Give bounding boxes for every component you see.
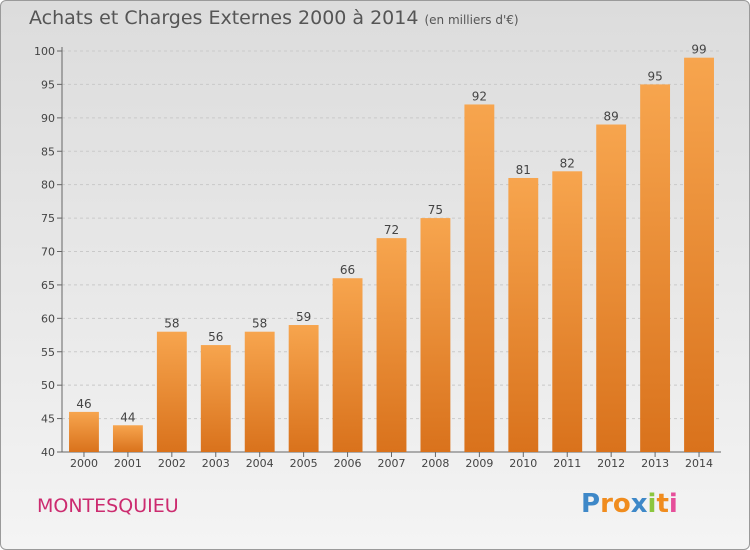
bar xyxy=(508,177,539,452)
x-tick-label: 2000 xyxy=(70,457,98,470)
bar xyxy=(200,345,231,452)
bar xyxy=(552,171,583,453)
bar xyxy=(376,238,407,452)
bars xyxy=(69,57,714,453)
x-tick-label: 2005 xyxy=(290,457,318,470)
commune-name: MONTESQUIEU xyxy=(37,495,179,517)
data-label: 56 xyxy=(208,330,223,344)
bar xyxy=(244,331,275,452)
x-tick-label: 2002 xyxy=(158,457,186,470)
bar xyxy=(112,425,143,452)
title-unit: (en milliers d'€) xyxy=(424,13,519,27)
x-tick-label: 2003 xyxy=(202,457,230,470)
bar xyxy=(684,57,714,452)
x-tick-label: 2001 xyxy=(114,457,142,470)
data-label: 66 xyxy=(340,263,355,277)
x-tick-label: 2006 xyxy=(334,457,362,470)
labels: 40 45 50 55 60 65 70 75 80 85 90 95 100 46 2000 44 2001 5… xyxy=(34,43,713,470)
data-label: 99 xyxy=(691,43,706,57)
data-label: 81 xyxy=(516,163,531,177)
y-tick-label: 45 xyxy=(41,413,55,426)
data-label: 58 xyxy=(164,317,179,331)
y-tick-label: 90 xyxy=(41,112,55,125)
x-tick-label: 2004 xyxy=(246,457,274,470)
bar xyxy=(640,84,671,453)
x-tick-label: 2011 xyxy=(553,457,581,470)
y-tick-label: 40 xyxy=(41,446,55,459)
x-tick-label: 2014 xyxy=(685,457,713,470)
y-tick-label: 55 xyxy=(41,346,55,359)
x-tick-label: 2012 xyxy=(597,457,625,470)
y-tick-label: 85 xyxy=(41,145,55,158)
title-text: Achats et Charges Externes 2000 à 2014 xyxy=(29,7,419,29)
y-tick-label: 70 xyxy=(41,246,55,259)
data-label: 46 xyxy=(76,397,91,411)
y-tick-label: 95 xyxy=(41,78,55,91)
x-tick-label: 2010 xyxy=(509,457,537,470)
y-tick-label: 50 xyxy=(41,379,55,392)
bar xyxy=(156,331,187,452)
x-tick-label: 2008 xyxy=(421,457,449,470)
y-tick-label: 100 xyxy=(34,45,55,58)
bar xyxy=(464,104,495,452)
data-label: 59 xyxy=(296,310,311,324)
bar xyxy=(332,278,363,452)
y-tick-label: 60 xyxy=(41,312,55,325)
chart-title: Achats et Charges Externes 2000 à 2014 (e… xyxy=(29,7,519,29)
x-tick-label: 2009 xyxy=(465,457,493,470)
y-tick-label: 65 xyxy=(41,279,55,292)
y-tick-label: 75 xyxy=(41,212,55,225)
data-label: 58 xyxy=(252,317,267,331)
x-tick-label: 2013 xyxy=(641,457,669,470)
data-label: 92 xyxy=(472,89,487,103)
bar xyxy=(288,325,319,452)
data-label: 82 xyxy=(560,156,575,170)
data-label: 89 xyxy=(604,110,619,124)
bar xyxy=(69,411,99,452)
proxiti-logo[interactable]: Proxiti xyxy=(581,489,678,519)
data-label: 44 xyxy=(120,410,135,424)
bar xyxy=(596,124,627,453)
data-label: 72 xyxy=(384,223,399,237)
data-label: 75 xyxy=(428,203,443,217)
bar xyxy=(420,218,451,452)
data-label: 95 xyxy=(647,69,662,83)
x-tick-label: 2007 xyxy=(378,457,406,470)
y-tick-label: 80 xyxy=(41,179,55,192)
